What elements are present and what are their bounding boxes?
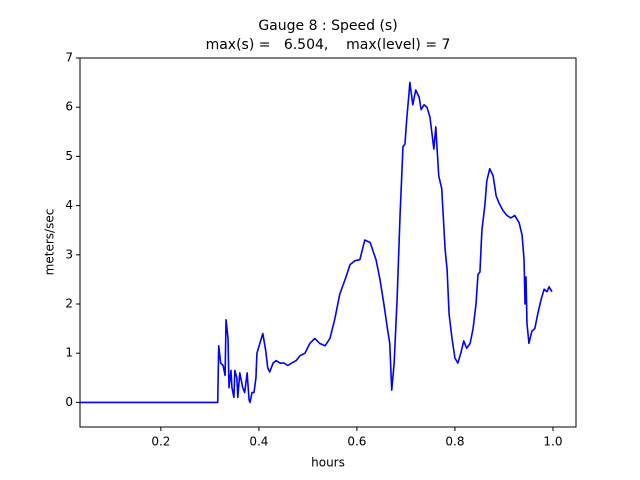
y-tick-label: 4 — [65, 198, 73, 212]
x-axis-label: hours — [311, 456, 345, 470]
chart-subtitle: max(s) = 6.504, max(level) = 7 — [206, 37, 451, 53]
y-tick-label: 3 — [65, 247, 73, 261]
y-tick-label: 0 — [65, 395, 73, 409]
y-tick-label: 6 — [65, 100, 73, 114]
x-tick-label: 0.6 — [347, 435, 366, 449]
chart-title: Gauge 8 : Speed (s) — [258, 18, 397, 34]
y-tick-label: 7 — [65, 51, 73, 65]
y-axis-label: meters/sec — [43, 209, 57, 276]
plot-frame — [79, 57, 577, 428]
y-tick-label: 1 — [65, 346, 73, 360]
y-tick-label: 2 — [65, 297, 73, 311]
x-tick-label: 0.4 — [249, 435, 268, 449]
x-tick-label: 0.8 — [445, 435, 464, 449]
x-tick-label: 1.0 — [543, 435, 562, 449]
x-tick-label: 0.2 — [151, 435, 170, 449]
y-tick-label: 5 — [65, 149, 73, 163]
data-line — [80, 81, 553, 404]
